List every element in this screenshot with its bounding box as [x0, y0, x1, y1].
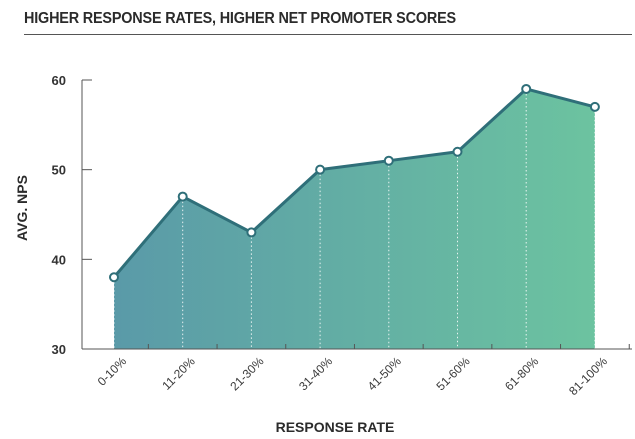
x-tick-label: 31-40% [296, 354, 335, 393]
data-point [177, 191, 188, 202]
chart-title: HIGHER RESPONSE RATES, HIGHER NET PROMOT… [24, 10, 456, 27]
drop-lines [113, 93, 596, 349]
x-tick-label: 61-80% [502, 354, 541, 393]
data-point [315, 164, 326, 175]
x-tick-label: 81-100% [566, 354, 610, 398]
y-tick-label: 30 [52, 342, 66, 357]
data-points [109, 83, 600, 283]
data-point [246, 227, 257, 238]
series-line-layer [112, 87, 596, 279]
y-tick-label: 40 [52, 252, 66, 267]
x-tick-label: 21-30% [227, 354, 266, 393]
series-line [112, 87, 596, 279]
data-point [521, 83, 532, 94]
y-tick-label: 50 [52, 163, 66, 178]
y-tick-label: 60 [52, 73, 66, 88]
data-point [589, 101, 600, 112]
x-tick-label: 51-60% [433, 354, 472, 393]
area-layer [114, 88, 595, 349]
x-tick-labels: 0-10% 11-20% 21-30% 31-40% 41-50% 51-60% 61-80… [95, 354, 611, 398]
title-divider [24, 34, 632, 35]
x-axis-title: RESPONSE RATE [276, 419, 395, 435]
data-point [109, 272, 119, 283]
x-tick-label: 11-20% [159, 354, 198, 393]
x-tick-label: 41-50% [365, 354, 404, 393]
x-tick-label: 0-10% [95, 354, 130, 389]
series-area [114, 88, 595, 349]
data-point [452, 146, 463, 157]
y-axis-title: AVG. NPS [14, 175, 30, 241]
data-point [383, 155, 394, 166]
y-tick-labels: 30 40 50 60 [52, 73, 66, 357]
axes [81, 79, 632, 350]
